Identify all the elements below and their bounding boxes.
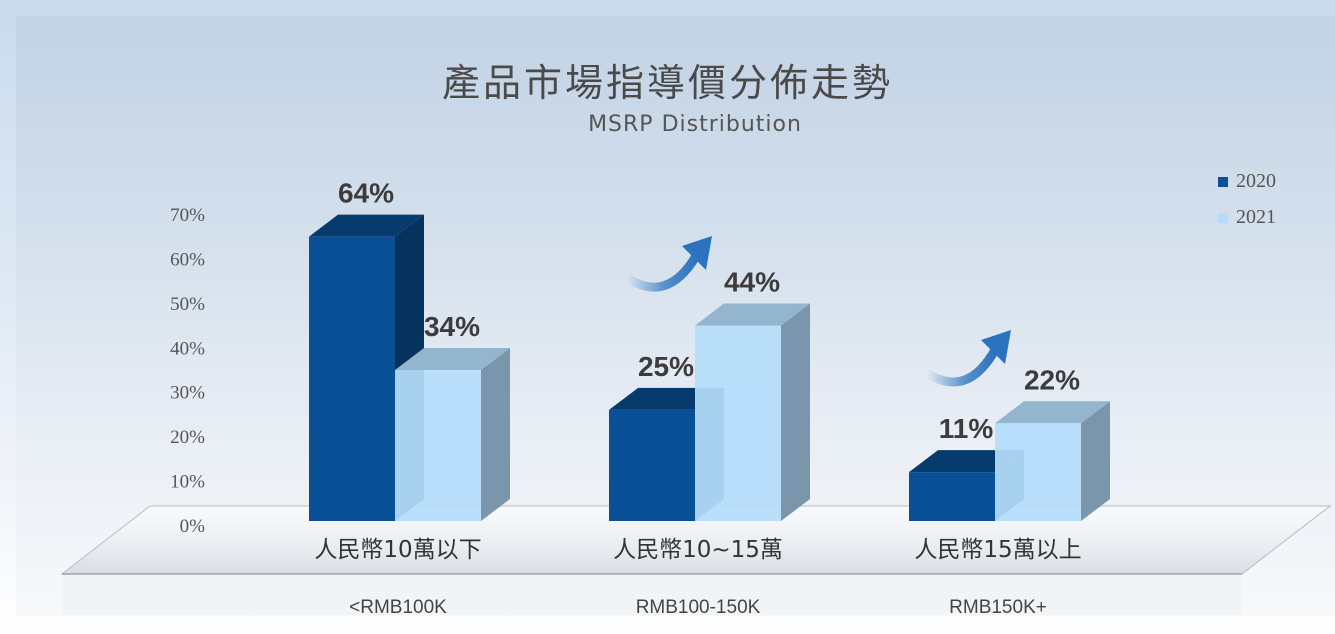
y-tick-label: 20%: [170, 427, 205, 448]
category-sublabel: RMB150K+: [949, 597, 1047, 618]
bar-2020-1: [309, 214, 424, 521]
category-label: 人民幣10~15萬: [613, 537, 783, 563]
category-sublabel: RMB100-150K: [636, 597, 761, 618]
bar-2021-2: [695, 303, 810, 521]
arrow-head: [682, 236, 712, 270]
y-tick-label: 50%: [170, 294, 205, 315]
bar-front: [395, 369, 481, 521]
legend-swatch: [1218, 213, 1228, 223]
growth-arrow-icon: [922, 330, 1011, 387]
bar-side: [781, 303, 810, 521]
data-label: 11%: [939, 413, 994, 444]
chart-subtitle: MSRP Distribution: [588, 112, 802, 137]
data-label: 22%: [1024, 364, 1080, 395]
bar-front: [309, 236, 395, 521]
category-label: 人民幣15萬以上: [914, 537, 1081, 563]
category-label: 人民幣10萬以下: [314, 537, 481, 563]
data-label: 34%: [424, 311, 480, 342]
y-tick-label: 70%: [170, 205, 205, 226]
chart-title: 產品市場指導價分佈走勢: [441, 61, 893, 105]
growth-arrow-icon: [622, 236, 712, 292]
legend-swatch: [1218, 177, 1228, 187]
bar-2021-1: [395, 347, 510, 521]
category-sublabel: <RMB100K: [349, 597, 447, 618]
bar-front: [695, 325, 781, 521]
bar-2021-3: [995, 401, 1110, 521]
bar-top: [995, 401, 1110, 424]
data-label: 64%: [338, 178, 394, 209]
bar-front: [909, 472, 995, 521]
bar-side: [1081, 401, 1110, 521]
bar-top: [309, 214, 424, 237]
bar-front: [609, 409, 695, 521]
bar-top: [395, 347, 510, 370]
y-tick-label: 60%: [170, 249, 205, 270]
bar-top: [695, 303, 810, 326]
arrow-shaft: [622, 251, 701, 292]
y-tick-label: 40%: [170, 338, 205, 359]
legend-label: 2021: [1236, 206, 1276, 228]
bar-side: [481, 347, 510, 521]
y-tick-label: 10%: [170, 472, 205, 493]
bar-front: [995, 423, 1081, 521]
arrow-head: [981, 330, 1011, 364]
y-tick-label: 30%: [170, 383, 205, 404]
data-label: 44%: [724, 267, 780, 298]
data-label: 25%: [638, 351, 694, 382]
legend-label: 2020: [1236, 170, 1276, 192]
y-tick-label: 0%: [180, 516, 206, 537]
floor-shadow: [62, 575, 1242, 615]
arrow-shaft: [922, 345, 1000, 387]
